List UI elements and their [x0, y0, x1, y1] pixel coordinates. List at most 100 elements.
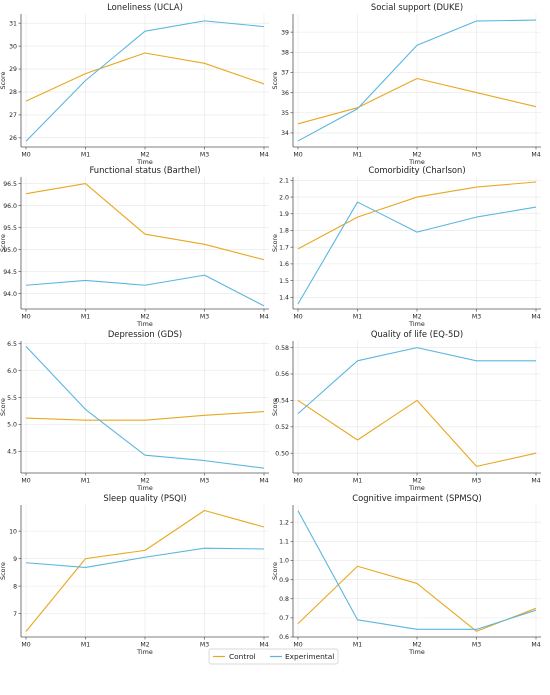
- x-tick-label: M1: [81, 314, 90, 321]
- series-line-control: [297, 181, 537, 250]
- y-tick-label: 31: [9, 20, 17, 27]
- series-line-experimental: [297, 201, 537, 305]
- y-tick-label: 2.1: [279, 178, 289, 185]
- x-tick-label: M2: [140, 152, 149, 159]
- y-tick-label: 27: [9, 112, 17, 119]
- x-axis-label: Time: [408, 320, 425, 328]
- x-tick-label: M4: [259, 642, 268, 649]
- subplot-4: 1.4 1.5 1.6 1.7 1.8 1.9 2.0 2.1 M0 M1 M2 M3 M4 Comorb…: [271, 165, 541, 328]
- x-axis-label: Time: [136, 648, 153, 656]
- x-tick-label: M3: [200, 152, 209, 159]
- series-line-control: [297, 399, 537, 467]
- subplot-2: 34 35 36 37 38 39 M0 M1 M2 M3 M4 Social support (DU…: [271, 2, 541, 166]
- x-tick-label: M1: [81, 152, 90, 159]
- y-tick-label: 8: [13, 583, 17, 590]
- y-tick-label: 2.0: [279, 194, 289, 201]
- y-tick-label: 38: [281, 49, 289, 56]
- subplot-title: Sleep quality (PSQI): [103, 493, 186, 503]
- subplot-title: Quality of life (EQ-5D): [371, 329, 463, 339]
- y-tick-label: 0.8: [279, 596, 289, 603]
- subplot-title: Loneliness (UCLA): [107, 2, 183, 12]
- y-tick-label: 0.50: [275, 450, 289, 457]
- x-tick-label: M4: [259, 478, 268, 485]
- y-tick-label: 28: [9, 89, 17, 96]
- y-axis-label: Score: [0, 562, 7, 580]
- x-tick-label: M0: [293, 152, 302, 159]
- y-tick-label: 96.0: [3, 203, 17, 210]
- subplot-3: 94.0 94.5 95.0 95.5 96.0 96.5 M0 M1 M2 M3 M4 Functi…: [0, 165, 269, 328]
- series-line-control: [297, 565, 537, 632]
- y-tick-label: 1.8: [279, 228, 289, 235]
- y-tick-label: 0.7: [279, 615, 289, 622]
- x-tick-label: M0: [21, 152, 30, 159]
- x-tick-label: M1: [81, 478, 90, 485]
- legend-label-experimental: Experimental: [285, 652, 334, 661]
- x-tick-label: M2: [412, 478, 421, 485]
- y-tick-label: 5.0: [7, 422, 17, 429]
- y-axis-label: Score: [271, 562, 279, 580]
- y-tick-label: 6.0: [7, 368, 17, 375]
- x-tick-label: M4: [259, 314, 268, 321]
- subplot-title: Depression (GDS): [108, 329, 182, 339]
- x-tick-label: M4: [259, 152, 268, 159]
- y-tick-label: 26: [9, 135, 17, 142]
- series-line-experimental: [297, 19, 537, 142]
- x-tick-label: M3: [200, 314, 209, 321]
- subplot-title: Social support (DUKE): [371, 2, 463, 12]
- y-tick-label: 0.6: [279, 634, 289, 641]
- x-tick-label: M0: [21, 478, 30, 485]
- x-tick-label: M4: [531, 642, 540, 649]
- subplot-title: Cognitive impairment (SPMSQ): [352, 493, 481, 503]
- series-line-experimental: [25, 346, 265, 469]
- y-tick-label: 9: [13, 556, 17, 563]
- x-tick-label: M2: [140, 314, 149, 321]
- y-axis-label: Score: [0, 234, 7, 252]
- series-line-control: [25, 411, 265, 421]
- x-axis-label: Time: [408, 484, 425, 492]
- x-tick-label: M1: [353, 152, 362, 159]
- x-tick-label: M1: [353, 642, 362, 649]
- x-axis-label: Time: [408, 648, 425, 656]
- y-tick-label: 1.2: [279, 519, 289, 526]
- y-tick-label: 95.0: [3, 247, 17, 254]
- legend-label-control: Control: [229, 652, 256, 661]
- x-tick-label: M3: [200, 478, 209, 485]
- y-tick-label: 1.4: [279, 295, 289, 302]
- y-tick-label: 4.5: [7, 449, 17, 456]
- y-tick-label: 0.9: [279, 577, 289, 584]
- y-tick-label: 1.0: [279, 558, 289, 565]
- legend: Control Experimental: [208, 648, 339, 665]
- x-tick-label: M0: [21, 314, 30, 321]
- y-tick-label: 10: [9, 528, 17, 535]
- y-tick-label: 96.5: [3, 181, 17, 188]
- x-tick-label: M3: [472, 478, 481, 485]
- y-tick-label: 6.5: [7, 341, 17, 348]
- subplot-6: 0.50 0.52 0.54 0.56 0.58 M0 M1 M2 M3 M4 Quality of…: [271, 329, 541, 492]
- x-tick-label: M4: [531, 314, 540, 321]
- y-axis-label: Score: [0, 398, 7, 416]
- series-line-control: [297, 77, 537, 125]
- x-tick-label: M0: [21, 642, 30, 649]
- y-tick-label: 7: [13, 611, 17, 618]
- subplot-1: 26 27 28 29 30 31 M0 M1 M2 M3 M4 Loneliness (UCLA) T…: [0, 2, 269, 166]
- y-tick-label: 5.5: [7, 395, 17, 402]
- y-tick-label: 1.7: [279, 244, 289, 251]
- y-tick-label: 1.6: [279, 261, 289, 268]
- y-tick-label: 95.5: [3, 225, 17, 232]
- y-tick-label: 1.1: [279, 539, 289, 546]
- series-line-experimental: [297, 510, 537, 630]
- series-line-experimental: [25, 547, 265, 568]
- y-tick-label: 0.56: [275, 371, 289, 378]
- series-line-control: [25, 52, 265, 102]
- x-tick-label: M1: [353, 478, 362, 485]
- x-tick-label: M2: [412, 152, 421, 159]
- y-tick-label: 34: [281, 130, 289, 137]
- y-axis-label: Score: [0, 71, 7, 89]
- x-tick-label: M1: [353, 314, 362, 321]
- series-line-experimental: [25, 20, 265, 142]
- x-tick-label: M2: [412, 314, 421, 321]
- y-axis-label: Score: [271, 71, 279, 89]
- x-tick-label: M0: [293, 642, 302, 649]
- series-line-control: [25, 183, 265, 261]
